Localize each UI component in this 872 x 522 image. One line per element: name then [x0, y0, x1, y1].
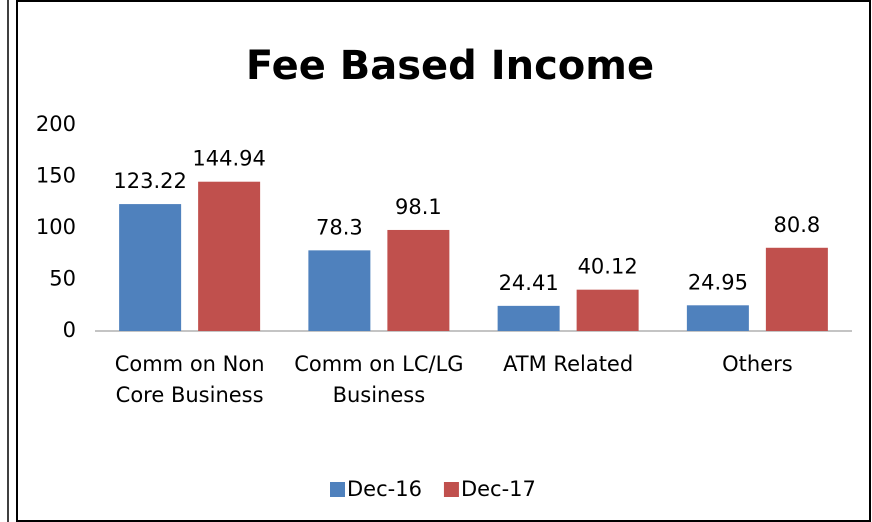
bar [387, 229, 450, 331]
x-tick-label: Comm on LC/LG Business [294, 352, 464, 407]
bar [198, 181, 261, 331]
x-tick-label: Others [722, 352, 793, 376]
data-label: 98.1 [395, 195, 442, 219]
bar [119, 204, 182, 331]
x-tick-label: Comm on Non Core Business [114, 352, 265, 407]
y-tick-label: 150 [36, 164, 76, 188]
y-tick-label: 200 [36, 112, 76, 136]
data-label: 78.3 [316, 215, 363, 239]
bar [686, 305, 749, 331]
data-label: 123.22 [113, 169, 186, 193]
data-label: 80.8 [773, 213, 820, 237]
data-label: 144.94 [192, 147, 265, 171]
legend-swatch [443, 482, 459, 497]
bar [765, 247, 828, 331]
legend-label: Dec-17 [461, 477, 536, 501]
y-tick-label: 0 [63, 318, 76, 342]
y-tick-label: 50 [49, 267, 76, 291]
legend-label: Dec-16 [347, 477, 422, 501]
bar [497, 305, 560, 331]
data-label: 40.12 [578, 255, 638, 279]
legend-swatch [330, 482, 345, 497]
data-label: 24.95 [688, 270, 748, 294]
x-tick-label: ATM Related [503, 352, 634, 376]
chart-title: Fee Based Income [246, 43, 654, 89]
bar [576, 289, 639, 331]
data-label: 24.41 [499, 271, 559, 295]
y-tick-label: 100 [36, 215, 76, 239]
bar [308, 250, 371, 331]
